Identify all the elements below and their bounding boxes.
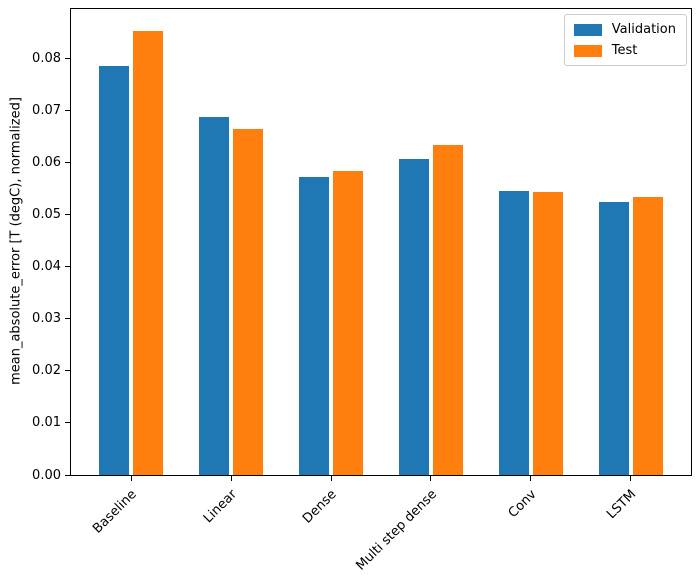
x-tick-label: Dense (300, 487, 340, 527)
legend-label-test: Test (611, 43, 638, 58)
y-tick-label: 0.07 (32, 103, 61, 119)
y-tick-mark (65, 474, 70, 476)
y-tick-mark (65, 370, 70, 372)
bar-test-lstm (632, 197, 663, 475)
y-tick-label: 0.00 (32, 467, 61, 483)
legend-entry-test: Test (573, 43, 676, 58)
x-tick-mark (530, 476, 532, 481)
legend-entry-validation: Validation (573, 22, 676, 37)
validation-swatch-icon (573, 23, 602, 36)
bar-test-conv (532, 192, 563, 475)
x-tick-mark (330, 476, 332, 481)
y-tick-label: 0.08 (32, 50, 61, 66)
bar-test-multi-step-dense (432, 145, 463, 475)
y-tick-label: 0.05 (32, 207, 61, 223)
y-tick-label: 0.06 (32, 155, 61, 171)
plot-area: Validation Test 0.00 0.01 0.02 0.03 0.04 0.05… (32, 8, 692, 574)
y-tick-mark (65, 422, 70, 424)
bar-test-linear (233, 129, 264, 475)
bar-validation-conv (498, 191, 529, 475)
x-tick-mark (630, 476, 632, 481)
y-tick-label: 0.02 (32, 363, 61, 379)
x-tick-mark (430, 476, 432, 481)
x-tick-label: LSTM (604, 487, 640, 523)
bar-test-baseline (133, 31, 164, 475)
x-tick-mark (130, 476, 132, 481)
y-tick-mark (65, 57, 70, 59)
bar-validation-linear (199, 117, 230, 475)
x-tick-label: Conv (505, 487, 540, 521)
x-tick-mark (230, 476, 232, 481)
y-tick-mark (65, 318, 70, 320)
bar-validation-multi-step-dense (398, 159, 429, 475)
y-tick-label: 0.03 (32, 311, 61, 327)
y-tick-mark (65, 214, 70, 216)
y-tick-label: 0.01 (32, 415, 61, 431)
y-tick-mark (65, 162, 70, 164)
x-tick-label: Linear (200, 487, 240, 527)
y-axis-label: mean_absolute_error [T (degC), normalize… (8, 97, 24, 385)
y-tick-mark (65, 266, 70, 268)
bar-validation-baseline (99, 66, 130, 475)
x-tick-label: Multi step dense (353, 487, 440, 574)
bar-validation-lstm (598, 202, 629, 475)
x-tick-label: Baseline (90, 487, 140, 537)
bar-test-dense (333, 171, 364, 475)
legend: Validation Test (563, 14, 687, 66)
test-swatch-icon (573, 44, 602, 57)
y-tick-mark (65, 110, 70, 112)
y-tick-label: 0.04 (32, 259, 61, 275)
legend-label-validation: Validation (611, 22, 676, 37)
bar-validation-dense (299, 177, 330, 475)
